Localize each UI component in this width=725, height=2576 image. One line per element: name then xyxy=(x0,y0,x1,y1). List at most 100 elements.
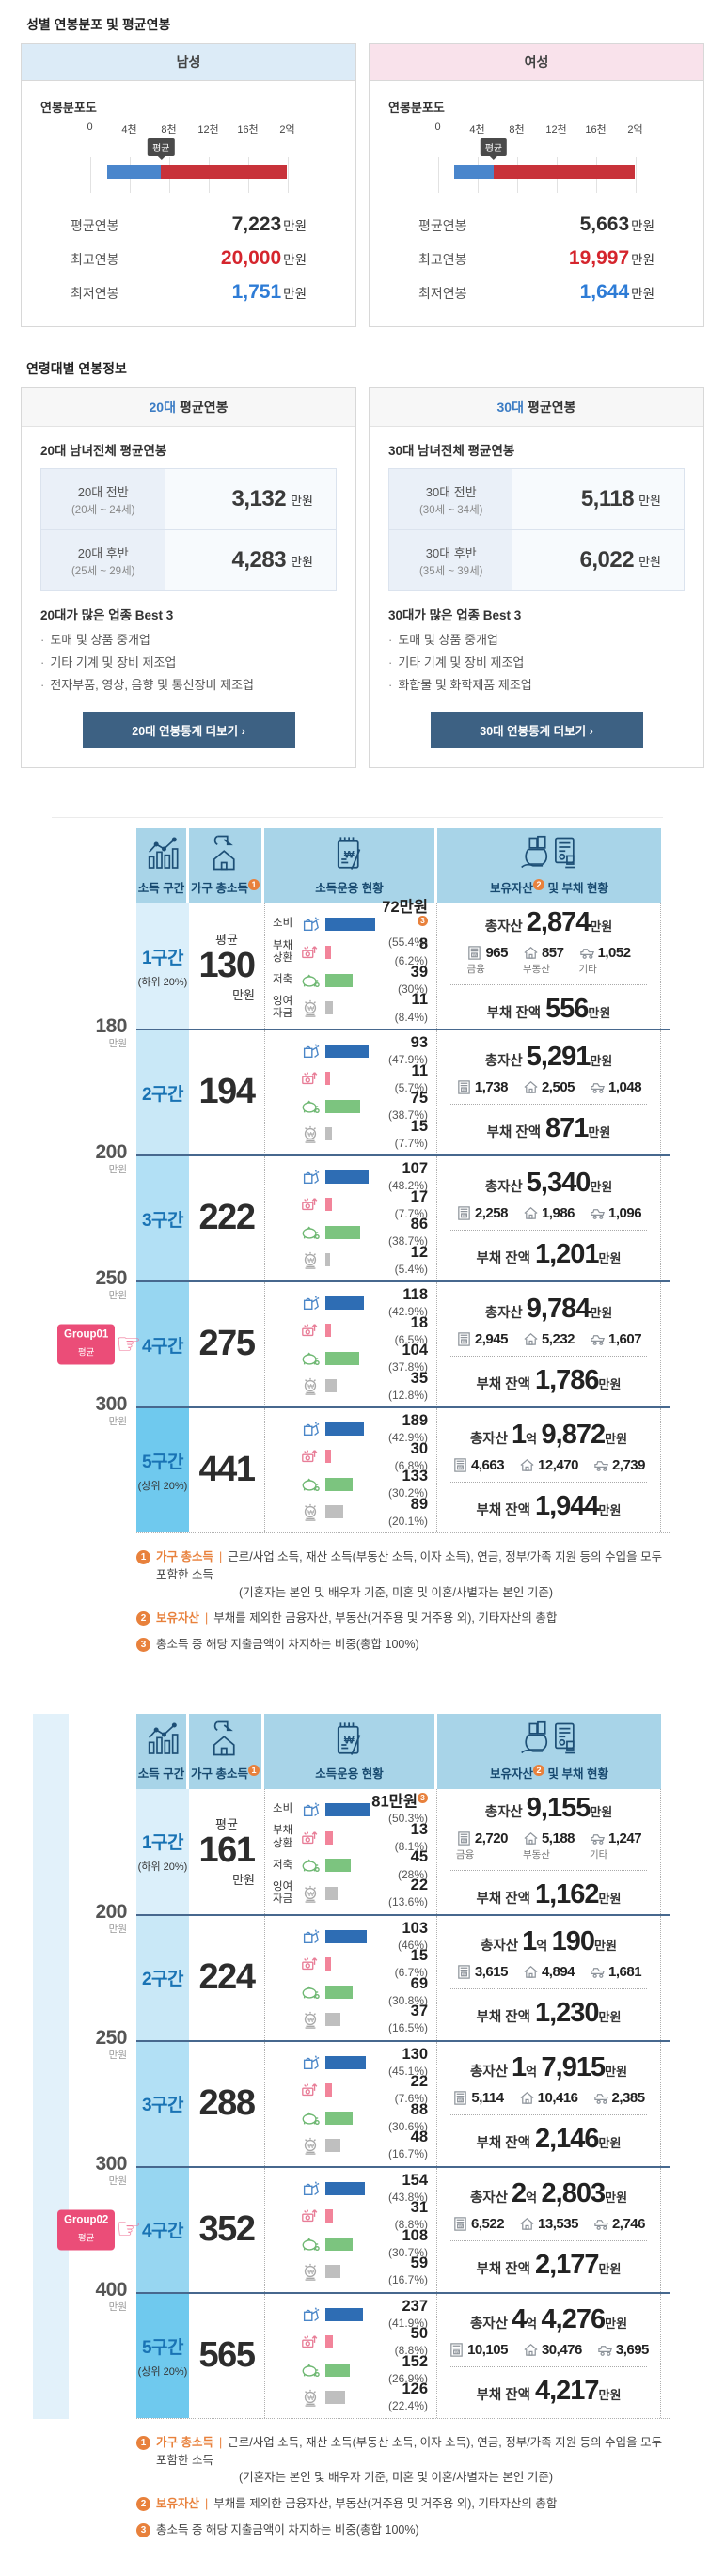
more-statistics-button[interactable]: 30대 연봉통계 더보기 › xyxy=(430,712,643,749)
household-income-cell: 222 xyxy=(189,1156,264,1280)
usage-bar xyxy=(325,1099,360,1113)
axis-tick: 4천 xyxy=(121,124,137,135)
axis-tick: 16천 xyxy=(237,124,259,135)
distribution-bar-below-average xyxy=(106,165,162,179)
age-subtitle: 20대 남녀전체 평균연봉 xyxy=(40,444,167,458)
usage-label: 소비 xyxy=(273,1803,293,1815)
asset-item: 3,695 xyxy=(597,2342,649,2358)
usage-value: 11 (5.7%) xyxy=(394,1061,428,1094)
asset-label: 기타 xyxy=(590,1848,608,1861)
income-boundary-label: 180 만원 xyxy=(95,1015,127,1050)
household-income-cell: 224 xyxy=(189,1916,264,2040)
usage-value: 72만원3 (55.4%) xyxy=(382,898,428,949)
asset-value: 2,720 xyxy=(474,1830,509,1846)
usage-item: 93 (47.9%) xyxy=(273,1034,436,1066)
other-assets-car-icon xyxy=(598,2346,612,2357)
total-assets: 총자산 4억 4,276만원 xyxy=(469,2304,628,2335)
debt-balance: 부채 잔액 871만원 xyxy=(486,1112,611,1143)
asset-value: 2,945 xyxy=(474,1330,509,1347)
assets-debt-cell: 총자산 5,291만원 ₩1,738 2,505 1,048 부채 잔액 871만원 xyxy=(437,1030,661,1155)
usage-value: 11 (8.4%) xyxy=(394,991,428,1024)
income-boundary-label: 200 만원 xyxy=(95,1141,127,1176)
age-range-label: 30대 전반 (30세 ~ 34세) xyxy=(389,469,513,529)
asset-item: 10,416 xyxy=(519,2090,578,2106)
total-assets: 총자산 1억 190만원 xyxy=(481,1926,617,1957)
axis-tick: 16천 xyxy=(585,124,607,135)
consumption-icon xyxy=(303,1802,320,1816)
real-estate-house-icon xyxy=(520,1458,534,1471)
savings-icon xyxy=(302,1226,320,1239)
savings-icon xyxy=(302,2364,320,2377)
stat-value: 5,663 만원 xyxy=(579,213,654,235)
usage-item: 17 (7.7%) xyxy=(273,1188,436,1219)
asset-breakdown: ₩2,720 금융 5,188 부동산 1,247 기타 xyxy=(443,1830,654,1861)
income-value: 441 xyxy=(198,1450,256,1490)
surplus-funds-icon: ₩ xyxy=(304,2011,317,2029)
bracket-label: 4구간 xyxy=(141,1336,184,1357)
gridline xyxy=(437,157,439,193)
usage-bar xyxy=(325,1477,353,1491)
age-salary-value: 6,022 만원 xyxy=(512,530,684,590)
salary-stat-row: 최저연봉 1,644 만원 xyxy=(370,275,703,309)
stat-label: 최저연봉 xyxy=(71,286,119,301)
asset-label: 금융 xyxy=(466,964,485,976)
other-assets-car-icon xyxy=(594,2220,608,2231)
usage-item: 50 (8.8%) xyxy=(273,2325,436,2357)
svg-text:₩: ₩ xyxy=(459,2224,463,2229)
footnote-3-marker: 3 xyxy=(418,916,428,927)
pointing-hand-icon: ☞ xyxy=(116,2212,142,2246)
usage-bar xyxy=(325,1929,367,1943)
svg-text:₩: ₩ xyxy=(455,2350,459,2355)
usage-value: 237 (41.9%) xyxy=(387,2297,428,2330)
usage-value: 15 (7.7%) xyxy=(394,1117,428,1150)
debt-repayment-icon xyxy=(302,1198,318,1211)
debt-value: 4,217 xyxy=(534,2376,600,2407)
asset-item: 2,385 xyxy=(593,2090,645,2106)
asset-breakdown: ₩4,663 12,470 2,739 xyxy=(443,1457,654,1473)
debt-balance: 부채 잔액 1,944만원 xyxy=(476,1490,622,1521)
usage-bar xyxy=(325,2209,333,2223)
total-assets-label: 총자산 xyxy=(469,2065,508,2081)
footnote-number: 1 xyxy=(136,1550,150,1565)
real-estate-house-icon xyxy=(524,1206,538,1219)
usage-value: 12 (5.4%) xyxy=(394,1243,428,1276)
distribution-label: 연봉분포도 xyxy=(40,101,97,115)
gender-card-title: 남성 xyxy=(22,44,355,81)
income-infographic-sections: 소득 구간 가구 총소득 1 ₩ 소득운용 현황 보유자산 2 및 부채 현황 1구간… xyxy=(0,817,725,2539)
group-average-badge: Group01 평균 ☞ xyxy=(57,1324,141,1365)
hand-house-icon xyxy=(213,835,235,871)
age-subtitle: 30대 남녀전체 평균연봉 xyxy=(388,444,515,458)
consumption-icon xyxy=(303,1170,320,1184)
savings-icon xyxy=(302,1478,320,1491)
income-bracket-row: 180 만원 2구간 194 93 (47.9%) 11 (5.7%) 75 (38.7… xyxy=(95,1016,670,1155)
usage-item: 소비 72만원3 (55.4%) xyxy=(273,899,436,948)
more-statistics-button[interactable]: 20대 연봉통계 더보기 › xyxy=(82,712,295,749)
svg-text:₩: ₩ xyxy=(463,1213,466,1217)
debt-balance: 부채 잔액 2,146만원 xyxy=(476,2124,622,2155)
table-header: 소득 구간 가구 총소득 1 ₩ 소득운용 현황 보유자산 2 및 부채 현황 xyxy=(136,1713,670,1789)
asset-value: 12,470 xyxy=(538,1456,578,1473)
savings-icon xyxy=(302,1859,320,1873)
savings-icon xyxy=(302,2238,320,2251)
debt-balance: 부채 잔액 2,177만원 xyxy=(476,2250,622,2281)
bracket-label: 2구간 xyxy=(141,1084,184,1105)
asset-value: 1,096 xyxy=(608,1204,642,1221)
usage-item: ₩ 59 (16.7%) xyxy=(273,2254,436,2286)
gridline xyxy=(287,157,289,193)
usage-item: 18 (6.5%) xyxy=(273,1314,436,1345)
debt-repayment-icon xyxy=(302,1957,318,1971)
axis-ticks: 0 4천 8천 12천 16천 2억 xyxy=(87,121,294,136)
usage-item: 잉여 자금 ₩ 22 (13.6%) xyxy=(273,1877,436,1908)
svg-text:₩: ₩ xyxy=(307,1509,314,1517)
household-income-cell: 평균 130 만원 xyxy=(189,903,264,1029)
asset-value: 6,522 xyxy=(471,2216,505,2233)
asset-breakdown: ₩6,522 13,535 2,746 xyxy=(443,2216,654,2232)
debt-value: 1,201 xyxy=(534,1238,600,1269)
footnote-1-marker: 1 xyxy=(247,1764,260,1776)
svg-text:₩: ₩ xyxy=(343,1735,354,1746)
age-salary-table: 30대 전반 (30세 ~ 34세) 5,118 만원 30대 후반 (35세 ~ 3… xyxy=(388,468,685,591)
asset-value: 857 xyxy=(541,945,564,962)
usage-item: 118 (42.9%) xyxy=(273,1286,436,1318)
total-assets-label: 총자산 xyxy=(484,1053,523,1069)
average-label: 평균 xyxy=(215,932,238,947)
